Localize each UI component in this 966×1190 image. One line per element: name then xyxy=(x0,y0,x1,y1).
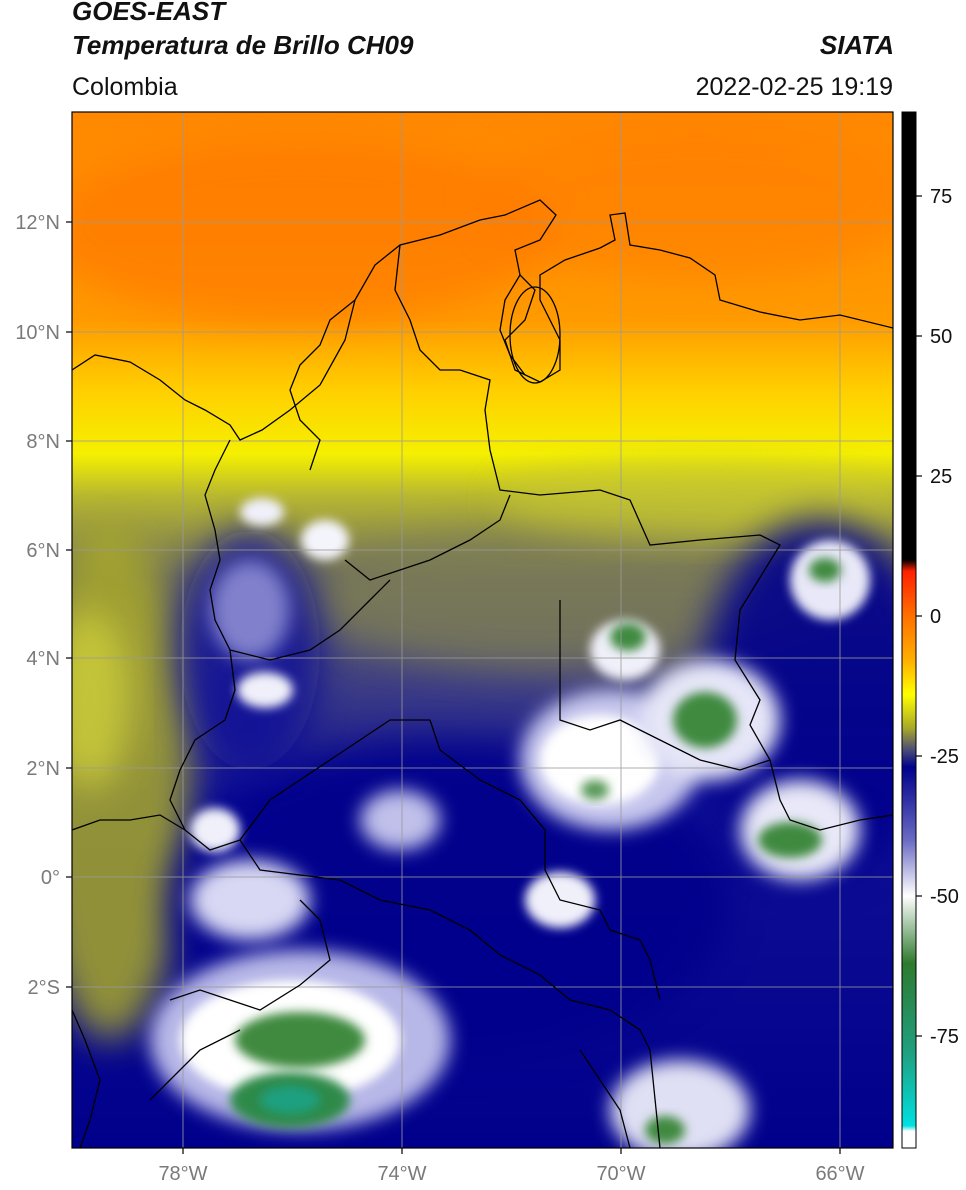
lat-label: 6°N xyxy=(26,540,60,562)
lon-label: 66°W xyxy=(815,1163,864,1185)
datetime-label: 2022-02-25 19:19 xyxy=(695,73,893,101)
lat-label: 12°N xyxy=(15,212,60,234)
latitude-labels: 12°N 10°N 8°N 6°N 4°N 2°N 0° 2°S xyxy=(15,212,60,999)
graticule xyxy=(72,112,893,1148)
longitude-labels: 78°W 74°W 70°W 66°W xyxy=(158,1163,864,1185)
product-title: Temperatura de Brillo CH09 xyxy=(72,30,414,60)
colorbar-tick-label: 50 xyxy=(930,326,952,348)
map-frame xyxy=(71,111,894,1149)
lat-label: 2°S xyxy=(28,977,60,999)
colorbar-tick-label: -75 xyxy=(930,1026,959,1048)
satellite-title: GOES-EAST xyxy=(72,0,226,26)
colorbar-tick-label: 25 xyxy=(930,466,952,488)
political-borders xyxy=(72,199,893,1148)
satellite-image xyxy=(72,112,893,1148)
lat-label: 8°N xyxy=(26,431,60,453)
colorbar-ticks: 75 50 25 0 -25 -50 -75 xyxy=(916,186,959,1048)
colorbar: 75 50 25 0 -25 -50 -75 xyxy=(901,111,959,1149)
lon-label: 78°W xyxy=(158,1163,207,1185)
colorbar-tick-label: -50 xyxy=(930,886,959,908)
lat-label: 0° xyxy=(41,867,60,889)
lat-label: 10°N xyxy=(15,322,60,344)
map-ticks xyxy=(66,221,841,1154)
lat-label: 4°N xyxy=(26,648,60,670)
colorbar-tick-label: -25 xyxy=(930,746,959,768)
colorbar-tick-label: 0 xyxy=(930,606,941,628)
colorbar-tick-label: 75 xyxy=(930,186,952,208)
colorbar-bar xyxy=(901,111,917,1149)
lat-label: 2°N xyxy=(26,758,60,780)
lon-label: 74°W xyxy=(377,1163,426,1185)
cold-cloud-tops xyxy=(230,558,841,1144)
lon-label: 70°W xyxy=(596,1163,645,1185)
region-label: Colombia xyxy=(72,73,178,101)
agency-label: SIATA xyxy=(819,30,894,60)
